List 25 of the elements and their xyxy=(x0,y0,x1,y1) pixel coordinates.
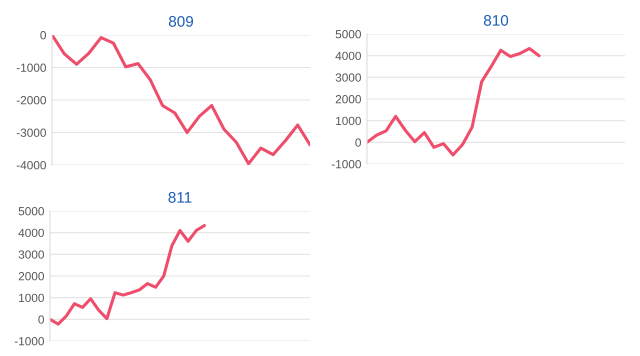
line-series xyxy=(52,35,310,165)
y-tick-label: 4000 xyxy=(18,228,44,238)
y-tick-label: 4000 xyxy=(335,52,361,60)
y-tick-label: 2000 xyxy=(336,95,361,104)
y-tick-label: -1000 xyxy=(16,64,46,72)
y-tick-label: 3000 xyxy=(18,250,44,259)
y-tick-label: 5000 xyxy=(18,207,44,216)
line-series xyxy=(367,46,541,156)
chart-title: 809 xyxy=(168,16,194,27)
y-tick-label: -1000 xyxy=(332,160,361,168)
y-tick-label: -3000 xyxy=(16,128,46,137)
y-tick-label: 1000 xyxy=(19,294,44,302)
y-tick-label: 0 xyxy=(40,31,46,40)
chart-title: 810 xyxy=(484,15,508,26)
chart-title: 811 xyxy=(168,192,192,203)
y-tick-label: 0 xyxy=(38,315,44,324)
y-tick-label: -2000 xyxy=(16,96,46,104)
y-tick-label: -4000 xyxy=(16,161,46,170)
y-tick-label: 1000 xyxy=(336,116,361,126)
y-tick-label: -1000 xyxy=(14,337,44,346)
y-tick-label: 5000 xyxy=(336,30,361,38)
y-tick-label: 0 xyxy=(355,138,361,147)
y-tick-label: 2000 xyxy=(18,272,44,280)
y-tick-label: 3000 xyxy=(336,73,361,82)
line-series xyxy=(50,224,206,326)
